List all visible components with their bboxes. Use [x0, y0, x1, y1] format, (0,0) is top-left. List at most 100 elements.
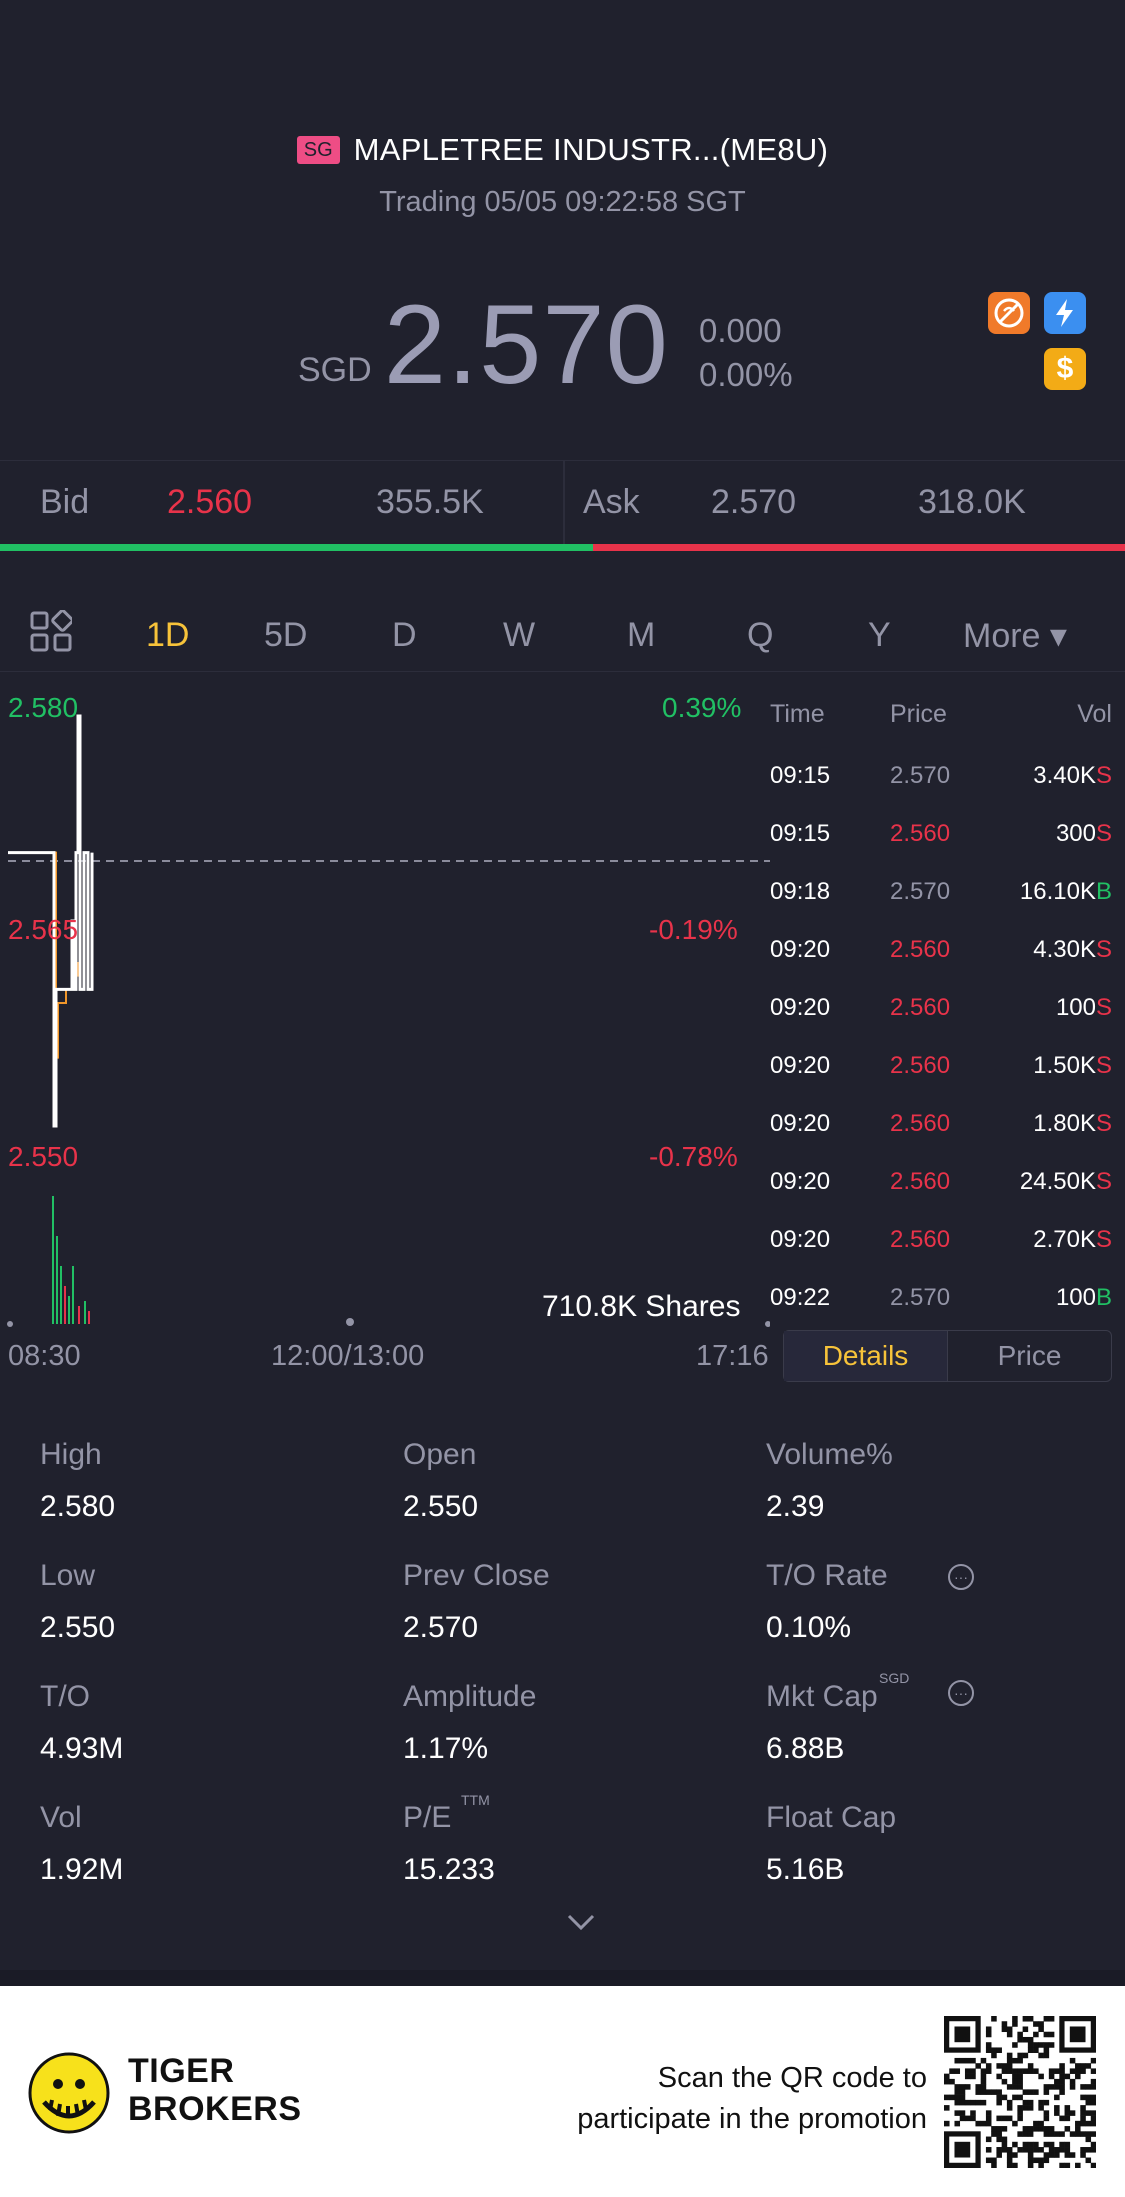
trade-price: 2.560 — [890, 1052, 951, 1079]
time-dot — [7, 1321, 13, 1327]
promo-banner[interactable]: TIGER BROKERS Scan the QR code to partic… — [0, 1986, 1125, 2197]
details-price-toggle[interactable]: Details Price — [783, 1330, 1112, 1382]
stat-value: 5.16B — [766, 1853, 845, 1886]
stat-label: Open — [403, 1438, 477, 1471]
last-price: 2.570 — [383, 282, 669, 407]
intraday-chart[interactable] — [0, 676, 770, 1376]
trade-time: 09:22 — [770, 1284, 831, 1311]
stat-label: Volume% — [766, 1438, 893, 1471]
currency-label: SGD — [298, 351, 372, 389]
trade-vol: 100B — [1055, 1284, 1112, 1311]
stat-value: 2.580 — [40, 1490, 116, 1523]
trade-row: 09:22 2.570 100B — [770, 1284, 1112, 1342]
tab-d[interactable]: D — [392, 616, 417, 654]
tab-more[interactable]: More ▾ — [963, 616, 1067, 655]
trade-price: 2.560 — [890, 820, 951, 847]
axis-price-high: 2.580 — [8, 692, 79, 723]
volume-bar — [88, 1311, 90, 1324]
stat-turnover: T/O 4.93M — [40, 1680, 123, 1766]
pe-ttm: TTM — [461, 1792, 490, 1808]
ask-price: 2.570 — [711, 483, 797, 521]
ask-volume-bar — [593, 544, 1125, 551]
tab-y[interactable]: Y — [868, 616, 891, 654]
price-block: SGD 2.570 0.000 0.00% — [298, 282, 793, 407]
stat-value: 0.10% — [766, 1611, 852, 1644]
stat-label: Prev Close — [403, 1559, 550, 1592]
tab-q[interactable]: Q — [747, 616, 774, 654]
stock-name: MAPLETREE INDUSTR...(ME8U) — [353, 132, 829, 167]
stat-prev-close: Prev Close 2.570 — [403, 1559, 550, 1645]
trade-time: 09:20 — [770, 1226, 831, 1253]
time-end: 17:16 — [696, 1340, 769, 1372]
market-badge: SG — [296, 136, 340, 164]
tab-1d[interactable]: 1D — [146, 616, 190, 654]
mkt-cap-currency: SGD — [879, 1670, 910, 1686]
axis-pct-high: 0.39% — [662, 692, 742, 723]
dollar-icon[interactable]: $ — [1044, 348, 1086, 390]
section-divider — [0, 1970, 1125, 1986]
no-short-icon[interactable] — [988, 292, 1030, 334]
details-tab[interactable]: Details — [784, 1331, 948, 1381]
bid-label: Bid — [40, 483, 90, 521]
stat-to-rate: T/O Rate 0.10% — [766, 1559, 888, 1645]
trade-price: 2.560 — [890, 1226, 951, 1253]
trade-price: 2.560 — [890, 1110, 951, 1137]
trade-price: 2.560 — [890, 936, 951, 963]
brand-line1: TIGER — [128, 2052, 235, 2090]
stat-value: 15.233 — [403, 1853, 495, 1886]
price-change: 0.000 — [698, 312, 782, 349]
period-tabs: 1D 5D D W M Q Y More ▾ — [0, 600, 1125, 672]
more-info-icon[interactable]: ··· — [948, 1564, 974, 1590]
trade-header-vol: Vol — [1077, 700, 1112, 728]
price-line — [8, 714, 94, 1128]
bid-price: 2.560 — [167, 483, 253, 521]
qr-code — [944, 2016, 1096, 2168]
trade-time: 09:20 — [770, 936, 831, 963]
stat-volume-pct: Volume% 2.39 — [766, 1438, 893, 1524]
trade-time: 09:20 — [770, 1052, 831, 1079]
trade-row: 09:20 2.560 2.70KS — [770, 1226, 1112, 1284]
stat-label: T/O — [40, 1680, 90, 1713]
volume-bar — [64, 1286, 66, 1324]
tab-m[interactable]: M — [627, 616, 656, 654]
stat-mkt-cap: Mkt Cap 6.88B — [766, 1680, 878, 1766]
stat-label: High — [40, 1438, 102, 1471]
trade-vol: 24.50KS — [1019, 1168, 1112, 1195]
trade-vol: 100S — [1055, 994, 1112, 1021]
page-title: SG MAPLETREE INDUSTR...(ME8U) — [0, 132, 1125, 168]
stat-value: 2.39 — [766, 1490, 825, 1523]
trade-vol: 300S — [1055, 820, 1112, 847]
volume-bar — [78, 1306, 80, 1324]
axis-price-low: 2.550 — [8, 1141, 79, 1172]
more-info-icon[interactable]: ··· — [948, 1680, 974, 1706]
volume-bar — [52, 1196, 54, 1324]
trade-vol: 4.30KS — [1033, 936, 1112, 963]
trade-row: 09:18 2.570 16.10KB — [770, 878, 1112, 936]
bid-ask-divider — [563, 461, 565, 545]
ask-label: Ask — [583, 483, 640, 521]
volume-bar — [68, 1296, 70, 1324]
volume-bar — [84, 1301, 86, 1324]
tab-5d[interactable]: 5D — [264, 616, 308, 654]
layout-grid-icon[interactable] — [30, 610, 72, 652]
stat-vol: Vol 1.92M — [40, 1801, 123, 1887]
trade-header-time: Time — [770, 700, 825, 728]
ask-size: 318.0K — [918, 483, 1026, 521]
time-dot — [765, 1321, 770, 1327]
tab-w[interactable]: W — [503, 616, 536, 654]
trade-time: 09:18 — [770, 878, 831, 905]
stat-label: P/E — [403, 1801, 452, 1834]
price-tab[interactable]: Price — [997, 1340, 1062, 1371]
trading-status: Trading 05/05 09:22:58 SGT — [379, 186, 746, 218]
scan-text: Scan the QR code to participate in the p… — [577, 2058, 927, 2140]
chevron-down-icon[interactable] — [564, 1910, 598, 1934]
stat-amplitude: Amplitude 1.17% — [403, 1680, 536, 1766]
price-series-group — [8, 714, 94, 1128]
stat-low: Low 2.550 — [40, 1559, 115, 1645]
trade-vol: 16.10KB — [1019, 878, 1112, 905]
stat-label: Vol — [40, 1801, 82, 1834]
tiger-logo-icon — [28, 2052, 110, 2134]
flash-icon[interactable] — [1044, 292, 1086, 334]
stat-value: 2.550 — [40, 1611, 116, 1644]
volume-bars-group — [52, 1196, 90, 1324]
